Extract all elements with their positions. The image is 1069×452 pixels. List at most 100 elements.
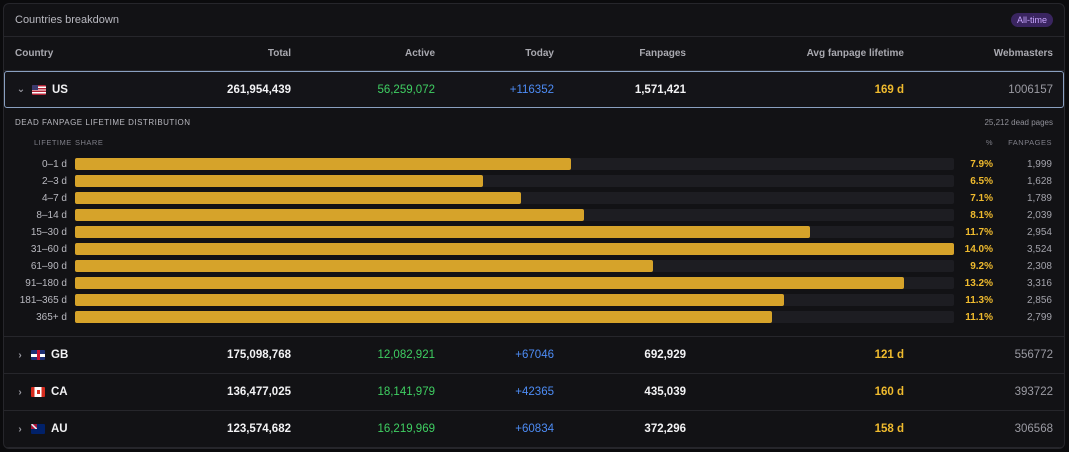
share-track xyxy=(75,294,954,306)
total-value: 136,477,025 xyxy=(227,386,291,398)
share-track xyxy=(75,260,954,272)
distribution-row: 4–7 d 7.1% 1,789 xyxy=(4,190,1064,207)
avg-lifetime-value: 169 d xyxy=(874,83,904,96)
table-row-gb[interactable]: › GB 175,098,768 12,082,921 +67046 692,9… xyxy=(4,337,1064,374)
active-value: 56,259,072 xyxy=(377,83,435,96)
country-code: GB xyxy=(51,349,69,361)
share-bar xyxy=(75,175,483,187)
time-range-badge[interactable]: All-time xyxy=(1010,13,1053,27)
col-share: SHARE xyxy=(75,138,104,147)
share-track xyxy=(75,277,954,289)
chevron-right-icon[interactable]: › xyxy=(18,423,22,435)
share-track xyxy=(75,175,954,187)
countries-breakdown-panel: Countries breakdown All-time Country Tot… xyxy=(3,3,1065,449)
gb-flag-icon xyxy=(31,350,45,360)
today-value: +116352 xyxy=(509,83,554,96)
table-row-au[interactable]: › AU 123,574,682 16,219,969 +60834 372,2… xyxy=(4,411,1064,448)
chevron-down-icon[interactable]: ⌄ xyxy=(16,84,26,95)
col-webmasters[interactable]: Webmasters xyxy=(993,48,1053,59)
share-bar xyxy=(75,243,954,255)
bucket-count: 2,799 xyxy=(1026,312,1052,323)
bucket-label: 0–1 d xyxy=(41,159,67,170)
us-flag-icon xyxy=(32,84,46,95)
distribution-row: 2–3 d 6.5% 1,628 xyxy=(4,173,1064,190)
col-country[interactable]: Country xyxy=(15,48,54,59)
bucket-label: 365+ d xyxy=(36,312,67,323)
chevron-right-icon[interactable]: › xyxy=(18,349,22,361)
webmasters-value: 393722 xyxy=(1014,386,1053,398)
bucket-pct: 7.1% xyxy=(970,193,993,204)
avg-lifetime-value: 121 d xyxy=(874,349,904,361)
col-active[interactable]: Active xyxy=(404,48,435,59)
chevron-right-icon[interactable]: › xyxy=(18,386,22,398)
share-bar xyxy=(75,158,571,170)
au-flag-icon xyxy=(31,424,45,434)
fanpages-value: 372,296 xyxy=(644,423,686,435)
bucket-pct: 11.7% xyxy=(965,227,993,238)
share-track xyxy=(75,226,954,238)
distribution-title: DEAD FANPAGE LIFETIME DISTRIBUTION xyxy=(15,118,191,127)
dead-pages-count: 25,212 dead pages xyxy=(984,118,1053,127)
avg-lifetime-value: 158 d xyxy=(874,423,904,435)
today-value: +67046 xyxy=(515,349,554,361)
distribution-row: 91–180 d 13.2% 3,316 xyxy=(4,275,1064,292)
share-bar xyxy=(75,294,785,306)
distribution-row: 31–60 d 14.0% 3,524 xyxy=(4,241,1064,258)
col-total[interactable]: Total xyxy=(267,48,291,59)
bucket-pct: 13.2% xyxy=(964,278,993,289)
ca-flag-icon xyxy=(31,387,45,397)
col-avg-lifetime[interactable]: Avg fanpage lifetime xyxy=(806,48,904,59)
total-value: 175,098,768 xyxy=(227,349,291,361)
webmasters-value: 556772 xyxy=(1014,349,1053,361)
share-bar xyxy=(75,226,810,238)
bucket-count: 2,856 xyxy=(1026,295,1052,306)
today-value: +60834 xyxy=(515,423,554,435)
distribution-bars: 0–1 d 7.9% 1,999 2–3 d 6.5% 1,628 4–7 d 7.1% 1,7… xyxy=(4,156,1064,326)
active-value: 18,141,979 xyxy=(377,386,435,398)
bucket-count: 1,628 xyxy=(1026,176,1052,187)
col-today[interactable]: Today xyxy=(525,48,554,59)
bucket-label: 4–7 d xyxy=(41,193,67,204)
share-track xyxy=(75,158,954,170)
panel-title: Countries breakdown xyxy=(15,14,119,26)
panel-header: Countries breakdown All-time xyxy=(4,4,1064,37)
fanpages-value: 692,929 xyxy=(644,349,686,361)
distribution-row: 61–90 d 9.2% 2,308 xyxy=(4,258,1064,275)
distribution-header: LIFETIME SHARE % FANPAGES xyxy=(4,138,1064,148)
country-code: US xyxy=(52,83,68,96)
bucket-pct: 11.3% xyxy=(965,295,993,306)
active-value: 16,219,969 xyxy=(377,423,435,435)
bucket-pct: 7.9% xyxy=(970,159,993,170)
distribution-row: 0–1 d 7.9% 1,999 xyxy=(4,156,1064,173)
bucket-pct: 11.1% xyxy=(965,312,993,323)
col-lifetime: LIFETIME xyxy=(34,138,72,147)
bucket-label: 91–180 d xyxy=(25,278,67,289)
fanpages-value: 1,571,421 xyxy=(634,83,686,96)
webmasters-value: 306568 xyxy=(1014,423,1053,435)
bucket-label: 2–3 d xyxy=(41,176,67,187)
share-bar xyxy=(75,311,773,323)
distribution-row: 181–365 d 11.3% 2,856 xyxy=(4,292,1064,309)
bucket-count: 2,039 xyxy=(1026,210,1052,221)
share-bar xyxy=(75,260,653,272)
table-row-us[interactable]: ⌄ US 261,954,439 56,259,072 +116352 1,57… xyxy=(4,71,1064,108)
bucket-count: 3,316 xyxy=(1026,278,1052,289)
col-fanpages-count: FANPAGES xyxy=(1008,138,1052,147)
col-fanpages[interactable]: Fanpages xyxy=(639,48,686,59)
share-bar xyxy=(75,192,521,204)
lifetime-distribution: DEAD FANPAGE LIFETIME DISTRIBUTION 25,21… xyxy=(4,108,1064,337)
table-row-ca[interactable]: › CA 136,477,025 18,141,979 +42365 435,0… xyxy=(4,374,1064,411)
share-track xyxy=(75,311,954,323)
bucket-pct: 6.5% xyxy=(970,176,993,187)
share-track xyxy=(75,192,954,204)
bucket-label: 181–365 d xyxy=(19,295,67,306)
fanpages-value: 435,039 xyxy=(644,386,686,398)
bucket-label: 15–30 d xyxy=(30,227,67,238)
bucket-count: 2,954 xyxy=(1026,227,1052,238)
share-bar xyxy=(75,209,584,221)
distribution-row: 8–14 d 8.1% 2,039 xyxy=(4,207,1064,224)
bucket-pct: 9.2% xyxy=(970,261,993,272)
avg-lifetime-value: 160 d xyxy=(874,386,904,398)
share-track xyxy=(75,209,954,221)
active-value: 12,082,921 xyxy=(377,349,435,361)
